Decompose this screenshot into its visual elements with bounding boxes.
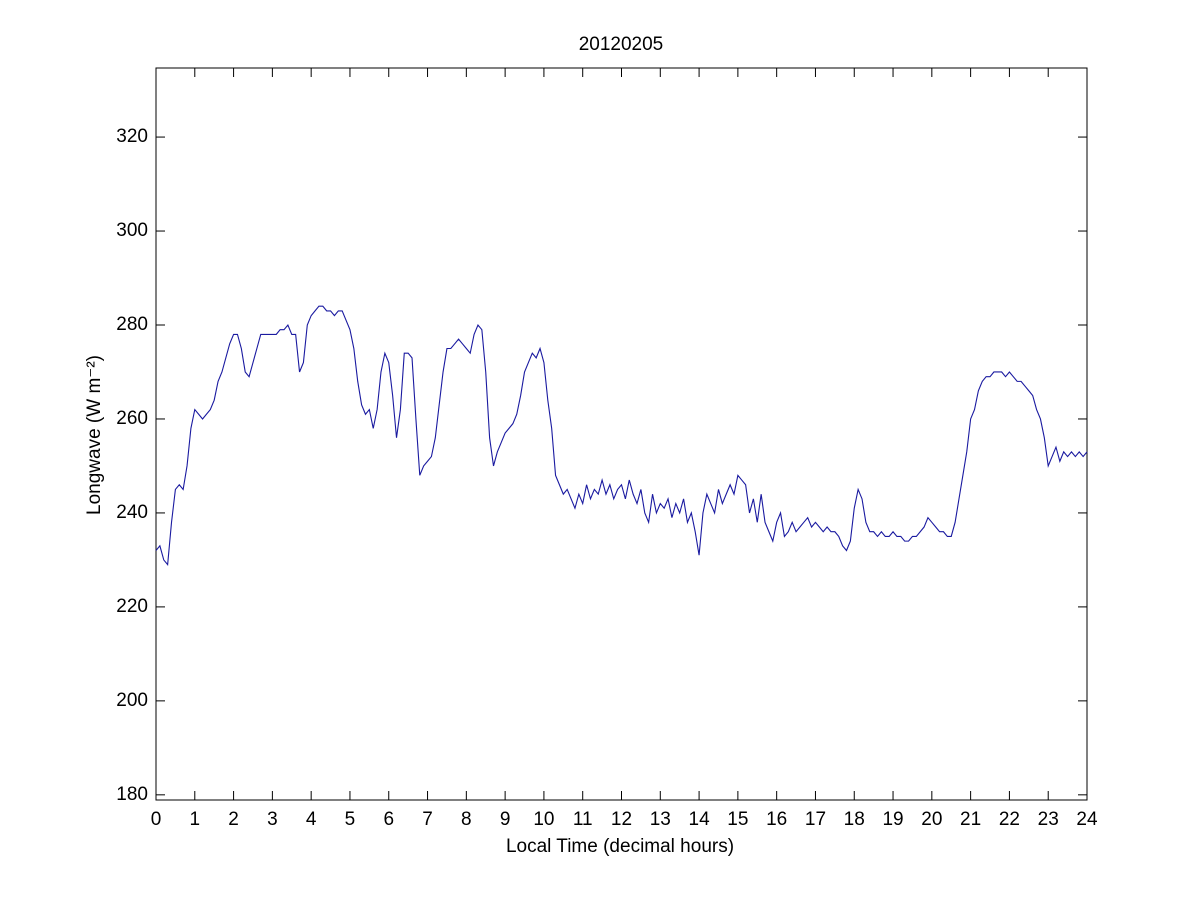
- x-tick-label: 2: [228, 809, 239, 830]
- data-line: [155, 305, 1088, 566]
- x-tick-label: 9: [500, 809, 511, 830]
- y-tick-label: 180: [116, 784, 148, 805]
- y-tick-label: 280: [116, 314, 148, 335]
- chart-title: 20120205: [579, 34, 664, 55]
- x-tick-label: 8: [461, 809, 472, 830]
- y-tick-label: 320: [116, 126, 148, 147]
- x-tick-label: 23: [1038, 809, 1059, 830]
- x-tick-label: 12: [611, 809, 632, 830]
- x-tick-label: 11: [573, 809, 593, 830]
- x-tick-label: 21: [960, 809, 981, 830]
- x-tick-label: 22: [999, 809, 1020, 830]
- x-axis-label: Local Time (decimal hours): [506, 836, 734, 857]
- x-tick-label: 19: [882, 809, 903, 830]
- x-tick-label: 5: [345, 809, 356, 830]
- y-tick-label: 300: [116, 220, 148, 241]
- x-tick-label: 7: [422, 809, 433, 830]
- x-tick-label: 3: [267, 809, 278, 830]
- x-tick-label: 15: [727, 809, 748, 830]
- y-tick-label: 240: [116, 502, 148, 523]
- y-tick-label: 200: [116, 690, 148, 711]
- x-tick-label: 20: [921, 809, 942, 830]
- y-tick-label: 220: [116, 596, 148, 617]
- x-tick-label: 0: [151, 809, 162, 830]
- x-tick-label: 16: [766, 809, 787, 830]
- x-tick-label: 6: [383, 809, 394, 830]
- y-axis-label: Longwave (W m⁻²): [84, 355, 105, 515]
- x-tick-label: 10: [533, 809, 554, 830]
- y-tick-label: 260: [116, 408, 148, 429]
- x-tick-label: 18: [844, 809, 865, 830]
- x-tick-label: 24: [1076, 809, 1098, 830]
- x-tick-label: 17: [805, 809, 826, 830]
- x-tick-label: 4: [306, 809, 317, 830]
- x-tick-label: 13: [650, 809, 671, 830]
- x-tick-label: 1: [190, 809, 201, 830]
- x-tick-label: 14: [689, 809, 711, 830]
